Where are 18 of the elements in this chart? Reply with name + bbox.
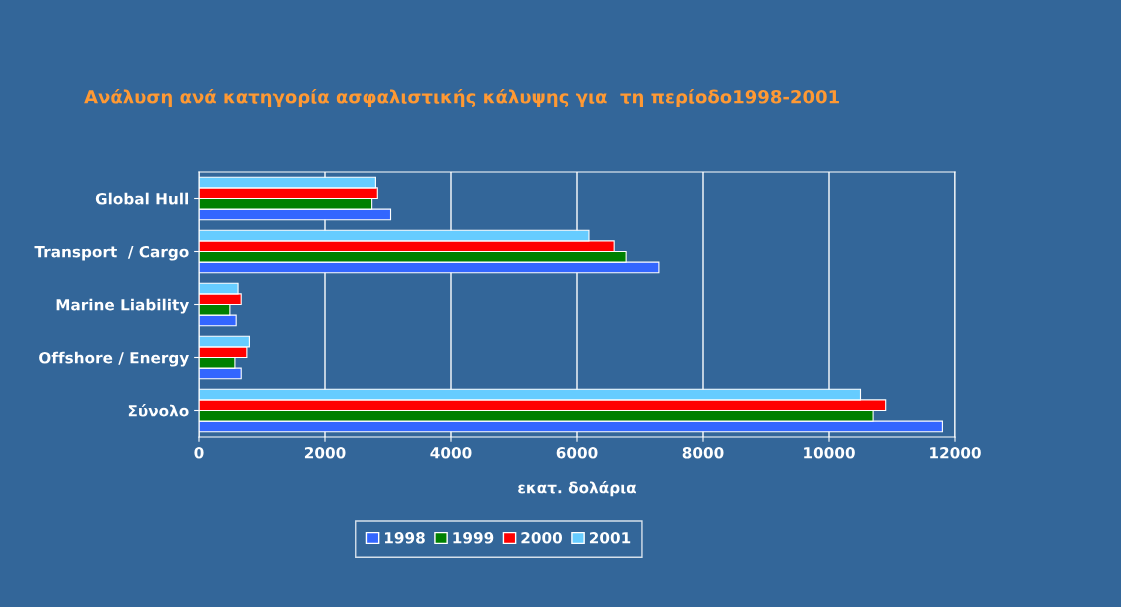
legend-label: 2001 bbox=[589, 532, 631, 544]
x-axis-title: εκατ. δολάρια bbox=[518, 480, 636, 497]
x-tick-label: 2000 bbox=[304, 446, 346, 459]
legend-label: 2000 bbox=[521, 532, 563, 544]
x-tick-label: 0 bbox=[194, 446, 204, 459]
x-tick-label: 6000 bbox=[556, 446, 598, 459]
legend-label: 1998 bbox=[384, 532, 425, 544]
legend-label: 1999 bbox=[453, 532, 494, 544]
x-tick-label: 10000 bbox=[804, 446, 855, 459]
x-tick-label: 12000 bbox=[930, 446, 981, 459]
y-tick-label: Marine Liability bbox=[56, 298, 189, 314]
x-tick-label: 4000 bbox=[430, 446, 472, 459]
chart-title: Ανάλυση ανά κατηγορία ασφαλιστικής κάλυψης για τη περίοδο1998-2001 bbox=[84, 88, 839, 108]
y-tick-label: Global Hull bbox=[95, 192, 188, 205]
y-tick-label: Σύνολο bbox=[128, 404, 189, 417]
y-tick-label: Offshore / Energy bbox=[39, 351, 189, 367]
x-tick-label: 8000 bbox=[682, 446, 724, 459]
y-tick-label: Transport / Cargo bbox=[34, 245, 189, 261]
